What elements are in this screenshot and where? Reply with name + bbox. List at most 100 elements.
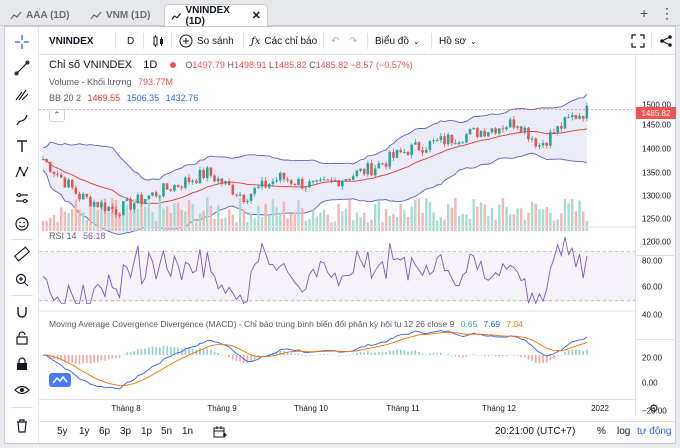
chart-area[interactable]: Chỉ số VNINDEX 1D O1497.79 H1498.91 L148…	[39, 55, 635, 415]
lock-drawings-icon[interactable]	[13, 355, 31, 373]
macd-histogram-bar	[352, 354, 355, 355]
divider	[323, 33, 324, 49]
range-1m[interactable]: 1p	[141, 426, 153, 437]
symbol-search[interactable]: VNINDEX	[49, 27, 93, 55]
volume-bar	[373, 204, 377, 231]
clock-time[interactable]: 20:21:00 (UTC+7)	[495, 426, 576, 437]
compare-label: So sánh	[197, 35, 234, 47]
volume-bar	[45, 221, 48, 231]
fullscreen-button[interactable]	[631, 27, 645, 55]
chart-layout-button[interactable]: Biểu đồ ⌄	[375, 27, 420, 55]
tab-vnindex[interactable]: VNINDEX (1D) ✕	[164, 4, 268, 27]
volume-bar	[406, 217, 410, 231]
volume-bar	[479, 202, 483, 231]
volume-bar	[527, 212, 530, 231]
macd-histogram-bar	[213, 351, 216, 355]
range-1y[interactable]: 1y	[79, 426, 90, 437]
volume-bar	[220, 218, 224, 231]
interval-button[interactable]: D	[127, 27, 134, 55]
macd-histogram-bar	[67, 355, 70, 362]
volume-bar	[333, 221, 337, 231]
range-5y[interactable]: 5y	[57, 426, 68, 437]
macd-label: Moving Average Covergence Divergence (MA…	[49, 319, 455, 329]
more-icon[interactable]: ⋮	[660, 5, 674, 21]
macd-histogram-bar	[100, 355, 103, 361]
macd-histogram-bar	[221, 354, 223, 356]
emoji-icon[interactable]	[13, 215, 31, 233]
indicators-button[interactable]: ƒx Các chỉ báo	[251, 27, 317, 55]
candle-body	[417, 142, 421, 151]
forecast-icon[interactable]	[13, 189, 31, 207]
pitchfork-icon[interactable]	[13, 85, 31, 103]
low-label: L	[269, 60, 275, 70]
time-axis[interactable]: Tháng 8 Tháng 9 Tháng 10 Tháng 11 Tháng …	[39, 399, 659, 417]
profile-button[interactable]: Hồ sơ ⌄	[439, 27, 477, 55]
candle-type-button[interactable]	[151, 27, 165, 55]
macd-histogram-bar	[381, 351, 384, 355]
macd-histogram-bar	[520, 355, 522, 358]
volume-bar	[428, 202, 432, 231]
macd-histogram-bar	[414, 350, 417, 355]
divider	[143, 33, 144, 49]
candle-body	[278, 172, 282, 181]
macd-histogram-bar	[513, 355, 515, 356]
share-button[interactable]	[659, 27, 673, 55]
range-3m[interactable]: 3p	[120, 426, 132, 437]
tab-vnm[interactable]: VNM (1D)	[84, 4, 156, 26]
candle-body	[297, 178, 300, 186]
price-axis[interactable]: 1500.00 1450.00 1400.00 1350.00 1300.00 …	[635, 55, 676, 416]
macd-histogram-bar	[476, 355, 479, 356]
macd-histogram-bar	[483, 355, 486, 357]
zoom-in-icon[interactable]	[13, 271, 31, 289]
tab-aaa[interactable]: AAA (1D)	[4, 4, 76, 26]
candle-body	[111, 206, 114, 210]
goto-date-icon[interactable]	[213, 426, 227, 441]
candle-body	[446, 134, 450, 145]
log-toggle[interactable]: log	[617, 426, 631, 437]
macd-histogram-bar	[534, 355, 537, 363]
volume-bar	[344, 208, 348, 231]
macd-histogram-bar	[356, 353, 358, 355]
auto-scale-toggle[interactable]: tự động	[637, 426, 672, 437]
time-tick: Tháng 9	[207, 404, 237, 413]
tradingview-logo[interactable]	[49, 373, 71, 387]
text-icon[interactable]	[13, 137, 31, 155]
eye-icon[interactable]	[13, 381, 31, 399]
candle-body	[242, 194, 246, 203]
chart-canvas[interactable]	[39, 55, 635, 399]
pattern-icon[interactable]	[13, 163, 31, 181]
macd-histogram-bar	[556, 355, 559, 356]
candle-body	[136, 194, 140, 204]
close-icon[interactable]: ✕	[251, 10, 261, 22]
bb-lower-value: 1432.76	[165, 93, 199, 103]
macd-histogram-bar	[549, 355, 552, 361]
settings-gear-icon[interactable]: ⚙	[649, 403, 659, 415]
volume-bar	[275, 207, 278, 231]
macd-histogram-bar	[341, 355, 344, 356]
redo-button[interactable]: ↷	[349, 27, 357, 55]
ruler-icon[interactable]	[13, 245, 31, 263]
macd-histogram-bar	[166, 346, 168, 355]
macd-histogram-bar	[217, 352, 219, 355]
undo-button[interactable]: ↶	[331, 27, 339, 55]
compare-button[interactable]: So sánh	[179, 27, 234, 55]
range-1d[interactable]: 1n	[182, 426, 194, 437]
brush-icon[interactable]	[13, 111, 31, 129]
collapse-legend-button[interactable]: ⌃	[49, 109, 65, 122]
magnet-icon[interactable]	[13, 303, 31, 321]
crosshair-icon[interactable]	[13, 33, 31, 51]
volume-bar	[297, 199, 300, 231]
trendline-icon[interactable]	[13, 59, 31, 77]
candle-body	[191, 180, 194, 183]
lock-icon[interactable]	[13, 329, 31, 347]
add-tab-icon[interactable]: +	[640, 5, 649, 21]
macd-histogram-bar	[378, 351, 380, 355]
bottom-toolbar: 5y 1y 6p 3p 1p 5n 1n 20:21:00 (UTC+7) % …	[39, 421, 675, 443]
volume-bar	[352, 220, 355, 231]
percent-toggle[interactable]: %	[597, 426, 606, 437]
range-5d[interactable]: 5n	[161, 426, 173, 437]
range-6m[interactable]: 6p	[99, 426, 111, 437]
trash-icon[interactable]	[13, 417, 31, 435]
candle-body	[516, 126, 519, 128]
